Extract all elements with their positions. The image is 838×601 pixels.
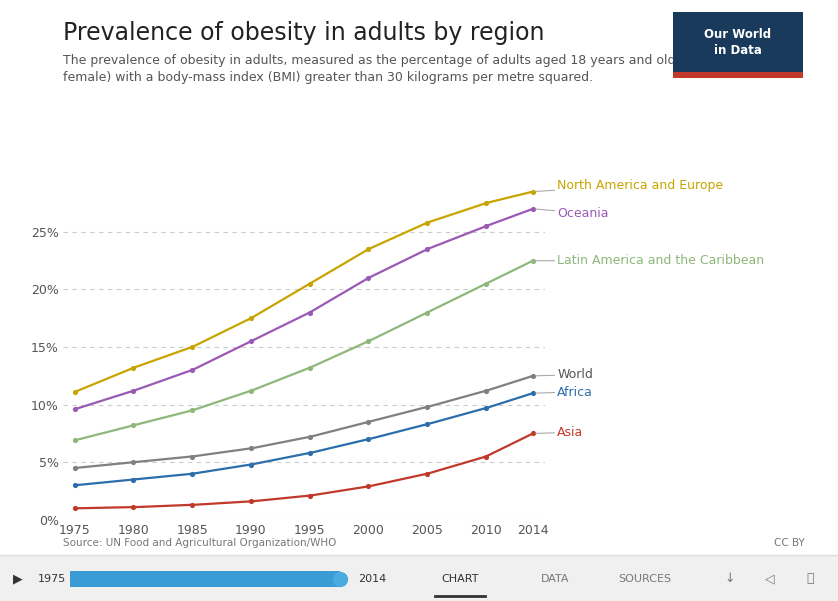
Text: North America and Europe: North America and Europe	[535, 178, 723, 192]
Point	[526, 204, 540, 214]
Point	[127, 386, 140, 395]
Text: Our World
in Data: Our World in Data	[704, 28, 772, 56]
Point	[479, 279, 493, 288]
Point	[68, 504, 81, 513]
Point	[526, 187, 540, 197]
Point	[127, 475, 140, 484]
Text: ▶: ▶	[13, 573, 23, 585]
Point	[421, 308, 434, 317]
Point	[362, 273, 375, 282]
Point	[244, 386, 257, 395]
Point	[185, 500, 199, 510]
Point	[526, 371, 540, 380]
Text: DATA: DATA	[541, 574, 569, 584]
Text: CHART: CHART	[442, 574, 478, 584]
Point	[68, 436, 81, 445]
Point	[127, 363, 140, 373]
Point	[68, 404, 81, 414]
Point	[303, 308, 317, 317]
Point	[526, 429, 540, 438]
Point	[362, 245, 375, 254]
Point	[479, 198, 493, 208]
Text: World: World	[535, 368, 593, 381]
Point	[185, 469, 199, 478]
Text: Prevalence of obesity in adults by region: Prevalence of obesity in adults by regio…	[63, 21, 545, 45]
Text: Latin America and the Caribbean: Latin America and the Caribbean	[535, 254, 764, 267]
Point	[244, 460, 257, 469]
Point	[68, 463, 81, 473]
Point	[421, 419, 434, 429]
Point	[479, 452, 493, 462]
Point	[421, 245, 434, 254]
Text: Asia: Asia	[535, 426, 583, 439]
Point	[185, 406, 199, 415]
Text: The prevalence of obesity in adults, measured as the percentage of adults aged 1: The prevalence of obesity in adults, mea…	[63, 54, 788, 84]
Point	[68, 481, 81, 490]
Point	[526, 388, 540, 398]
Point	[303, 363, 317, 373]
Point	[421, 218, 434, 227]
Point	[127, 502, 140, 512]
Text: Source: UN Food and Agricultural Organization/WHO: Source: UN Food and Agricultural Organiz…	[63, 538, 336, 548]
Point	[479, 386, 493, 395]
Text: CC BY: CC BY	[773, 538, 804, 548]
Point	[68, 387, 81, 397]
Point	[244, 314, 257, 323]
Bar	[70, 571, 340, 587]
Point	[244, 337, 257, 346]
Point	[526, 256, 540, 266]
Text: 2014: 2014	[358, 574, 386, 584]
Point	[421, 402, 434, 412]
Point	[479, 221, 493, 231]
Point	[185, 365, 199, 375]
Point	[244, 496, 257, 506]
Point	[185, 452, 199, 462]
Point	[127, 421, 140, 430]
Text: ↓: ↓	[725, 573, 735, 585]
Text: SOURCES: SOURCES	[618, 574, 671, 584]
Point	[479, 403, 493, 413]
Point	[362, 417, 375, 427]
Point	[303, 448, 317, 458]
Point	[421, 469, 434, 478]
Point	[303, 491, 317, 501]
Point	[362, 481, 375, 491]
Text: 1975: 1975	[38, 574, 66, 584]
Text: Africa: Africa	[535, 385, 593, 398]
Text: ◁: ◁	[765, 573, 775, 585]
Point	[303, 432, 317, 442]
Point	[362, 435, 375, 444]
Point	[244, 444, 257, 453]
Point	[185, 342, 199, 352]
Point	[127, 457, 140, 467]
Point	[362, 337, 375, 346]
Text: ⛶: ⛶	[806, 573, 814, 585]
Text: Oceania: Oceania	[535, 207, 608, 219]
Point	[303, 279, 317, 288]
